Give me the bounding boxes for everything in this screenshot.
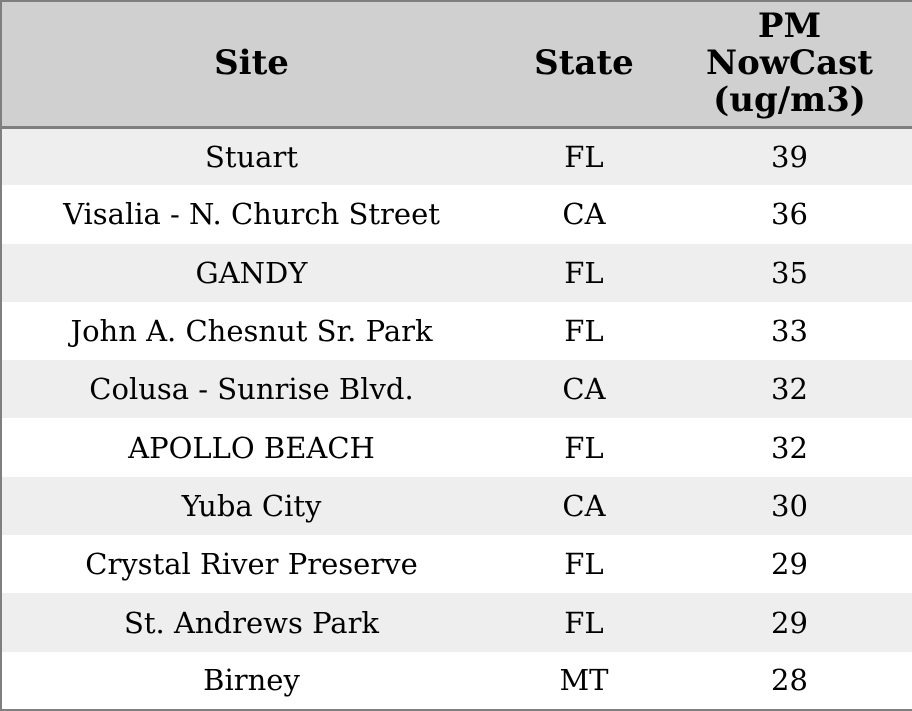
site-cell: Birney: [203, 663, 300, 698]
pm-nowcast-cell: 32: [771, 430, 808, 465]
column-header-site: Site: [1, 1, 501, 129]
site-cell: Visalia - N. Church Street: [63, 197, 440, 232]
state-cell: CA: [562, 488, 606, 523]
state-cell: CA: [562, 372, 606, 407]
column-header-state-label: State: [534, 43, 634, 84]
state-cell: FL: [564, 139, 604, 174]
table-row: Stuart FL 39: [1, 127, 912, 186]
header-row: Site State PM NowCast (ug/m3): [1, 1, 912, 129]
pm-nowcast-cell: 32: [771, 372, 808, 407]
site-cell: John A. Chesnut Sr. Park: [70, 314, 433, 349]
table-row: St. Andrews Park FL 29: [1, 593, 912, 652]
table-row: APOLLO BEACH FL 32: [1, 418, 912, 477]
pm-nowcast-cell: 28: [771, 663, 808, 698]
site-cell: Crystal River Preserve: [85, 547, 418, 582]
state-cell: CA: [562, 197, 606, 232]
table-row: Colusa - Sunrise Blvd. CA 32: [1, 360, 912, 419]
pm-nowcast-cell: 39: [771, 139, 808, 174]
table-row: Yuba City CA 30: [1, 476, 912, 536]
table-row: Crystal River Preserve FL 29: [1, 535, 912, 594]
column-header-pm-nowcast-label: PM NowCast (ug/m3): [706, 5, 873, 121]
state-cell: MT: [559, 663, 609, 698]
pm-nowcast-cell: 35: [771, 255, 808, 290]
site-cell: St. Andrews Park: [123, 605, 380, 640]
table-header: Site State PM NowCast (ug/m3): [1, 1, 912, 129]
state-cell: FL: [564, 547, 604, 582]
pm-nowcast-cell: 29: [771, 605, 808, 640]
table-row: GANDY FL 35: [1, 243, 912, 302]
column-header-site-label: Site: [214, 43, 289, 84]
site-cell: Yuba City: [181, 488, 322, 523]
site-cell: Colusa - Sunrise Blvd.: [89, 372, 414, 407]
state-cell: FL: [564, 605, 604, 640]
state-cell: FL: [564, 314, 604, 349]
site-cell: APOLLO BEACH: [128, 430, 375, 465]
pm-nowcast-cell: 30: [771, 488, 808, 523]
site-cell: GANDY: [195, 255, 308, 290]
table-row: Visalia - N. Church Street CA 36: [1, 185, 912, 244]
pm-nowcast-cell: 29: [771, 547, 808, 582]
table-row: Birney MT 28: [1, 651, 912, 710]
pm-nowcast-cell: 33: [771, 314, 808, 349]
table-body: Stuart FL 39 Visalia - N. Church Street CA 36…: [1, 127, 912, 710]
column-header-pm-nowcast: PM NowCast (ug/m3): [667, 1, 912, 129]
pm-nowcast-cell: 36: [771, 197, 808, 232]
column-header-state: State: [501, 1, 667, 129]
state-cell: FL: [564, 255, 604, 290]
state-cell: FL: [564, 430, 604, 465]
site-cell: Stuart: [204, 139, 298, 174]
table-row: John A. Chesnut Sr. Park FL 33: [1, 301, 912, 361]
